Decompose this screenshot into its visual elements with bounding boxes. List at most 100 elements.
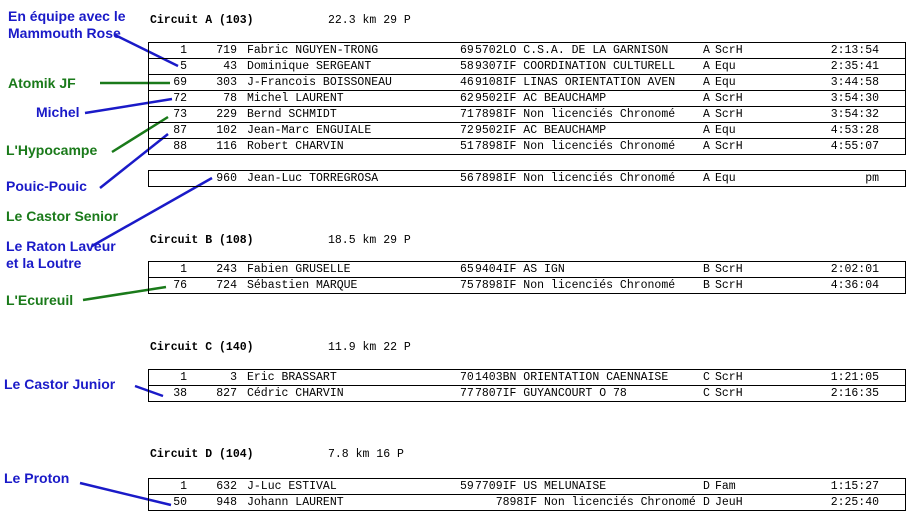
results-table: 1 3 Eric BRASSART 70 1403BN ORIENTATION CAEN…	[148, 369, 906, 402]
name-cell: Dominique SERGEANT	[247, 60, 372, 73]
name-cell: Eric BRASSART	[247, 371, 337, 384]
table-row: 69 303 J-Francois BOISSONEAU 46 9108IF LINAS…	[149, 75, 905, 91]
club-cell: 9404IF AS IGN	[475, 263, 565, 276]
club-cell: 9502IF AC BEAUCHAMP	[475, 124, 607, 137]
letter-cell: A	[703, 172, 710, 185]
name-cell: Cédric CHARVIN	[247, 387, 344, 400]
rank-cell: 50	[173, 496, 187, 509]
annotation-label: L'Hypocampe	[6, 142, 98, 158]
table-row: 5 43 Dominique SERGEANT 58 9307IF COORDINATI…	[149, 59, 905, 75]
bib-cell: 948	[216, 496, 237, 509]
annotation-label: Le Raton Laveur et la Loutre	[6, 238, 116, 271]
time-cell: 3:54:30	[830, 92, 879, 105]
rank-cell: 5	[180, 60, 187, 73]
rank-cell: 38	[173, 387, 187, 400]
name-cell: J-Francois BOISSONEAU	[247, 76, 392, 89]
letter-cell: D	[703, 496, 710, 509]
bib-cell: 229	[216, 108, 237, 121]
cat-cell: ScrH	[715, 44, 743, 57]
cat-cell: ScrH	[715, 263, 743, 276]
letter-cell: A	[703, 60, 710, 73]
bib-cell: 102	[216, 124, 237, 137]
age-cell: 70	[460, 371, 474, 384]
age-cell: 58	[460, 60, 474, 73]
rank-cell: 88	[173, 140, 187, 153]
annotation-label: Le Proton	[4, 470, 70, 486]
club-cell: 7898IF Non licenciés Chronomé	[475, 279, 676, 292]
letter-cell: C	[703, 371, 710, 384]
annotation-line	[134, 384, 164, 398]
bib-cell: 3	[230, 371, 237, 384]
rank-cell: 76	[173, 279, 187, 292]
time-cell: 2:13:54	[830, 44, 879, 57]
club-cell: 9307IF COORDINATION CULTURELL	[475, 60, 676, 73]
annotation-label: Atomik JF	[8, 75, 76, 91]
results-table: 1 632 J-Luc ESTIVAL 59 7709IF US MELUNAISE D F…	[148, 478, 906, 511]
bib-cell: 116	[216, 140, 237, 153]
bib-cell: 243	[216, 263, 237, 276]
table-row: 88 116 Robert CHARVIN 51 7898IF Non licencié…	[149, 139, 905, 155]
age-cell: 51	[460, 140, 474, 153]
circuit-info: 7.8 km 16 P	[328, 448, 404, 461]
name-cell: Fabien GRUSELLE	[247, 263, 351, 276]
table-row: 72 78 Michel LAURENT 62 9502IF AC BEAUCHAMP A…	[149, 91, 905, 107]
annotation-line	[79, 481, 172, 507]
table-row: 1 3 Eric BRASSART 70 1403BN ORIENTATION CAEN…	[149, 370, 905, 386]
annotation-line	[91, 176, 213, 248]
annotation-label: Michel	[36, 104, 80, 120]
bib-cell: 827	[216, 387, 237, 400]
letter-cell: A	[703, 44, 710, 57]
circuit-title: Circuit A (103)	[150, 14, 254, 27]
rank-cell: 73	[173, 108, 187, 121]
circuit-info: 11.9 km 22 P	[328, 341, 411, 354]
bib-cell: 960	[216, 172, 237, 185]
name-cell: Johann LAURENT	[247, 496, 344, 509]
name-cell: Sébastien MARQUE	[247, 279, 358, 292]
table-row: 1 632 J-Luc ESTIVAL 59 7709IF US MELUNAISE D F…	[149, 479, 905, 495]
cat-cell: ScrH	[715, 279, 743, 292]
letter-cell: A	[703, 140, 710, 153]
circuit-info: 22.3 km 29 P	[328, 14, 411, 27]
cat-cell: Equ	[715, 172, 736, 185]
age-cell: 56	[460, 172, 474, 185]
annotation-label: Pouic-Pouic	[6, 178, 87, 194]
annotation-label: Le Castor Junior	[4, 376, 116, 392]
time-cell: 1:15:27	[830, 480, 879, 493]
cat-cell: ScrH	[715, 371, 743, 384]
letter-cell: C	[703, 387, 710, 400]
bib-cell: 78	[223, 92, 237, 105]
bib-cell: 303	[216, 76, 237, 89]
name-cell: Jean-Luc TORREGROSA	[247, 172, 379, 185]
club-cell: 7709IF US MELUNAISE	[475, 480, 607, 493]
letter-cell: A	[703, 108, 710, 121]
name-cell: Robert CHARVIN	[247, 140, 344, 153]
results-table: 960 Jean-Luc TORREGROSA 56 7898IF Non licen…	[148, 170, 906, 187]
age-cell: 65	[460, 263, 474, 276]
cat-cell: Equ	[715, 124, 736, 137]
club-cell: 7898IF Non licenciés Chronomé	[475, 140, 676, 153]
time-cell: 2:02:01	[830, 263, 879, 276]
cat-cell: ScrH	[715, 92, 743, 105]
time-cell: 2:35:41	[830, 60, 879, 73]
time-cell: pm	[865, 172, 879, 185]
cat-cell: JeuH	[715, 496, 743, 509]
name-cell: Jean-Marc ENGUIALE	[247, 124, 372, 137]
bib-cell: 43	[223, 60, 237, 73]
time-cell: 2:16:35	[830, 387, 879, 400]
rank-cell: 1	[180, 44, 187, 57]
table-row: 1 719 Fabric NGUYEN-TRONG 69 5702LO C.S.A. D…	[149, 43, 905, 59]
age-cell: 71	[460, 108, 474, 121]
letter-cell: B	[703, 279, 710, 292]
age-cell: 62	[460, 92, 474, 105]
table-row: 1 243 Fabien GRUSELLE 65 9404IF AS IGN B ScrH 2…	[149, 262, 905, 278]
age-cell: 69	[460, 44, 474, 57]
cat-cell: ScrH	[715, 387, 743, 400]
annotation-label: En équipe avec le Mammouth Rose	[8, 8, 126, 41]
club-cell: 1403BN ORIENTATION CAENNAISE	[475, 371, 669, 384]
name-cell: Bernd SCHMIDT	[247, 108, 337, 121]
letter-cell: A	[703, 76, 710, 89]
table-row: 87 102 Jean-Marc ENGUIALE 72 9502IF AC BEAUC…	[149, 123, 905, 139]
age-cell: 75	[460, 279, 474, 292]
club-cell: 9502IF AC BEAUCHAMP	[475, 92, 607, 105]
